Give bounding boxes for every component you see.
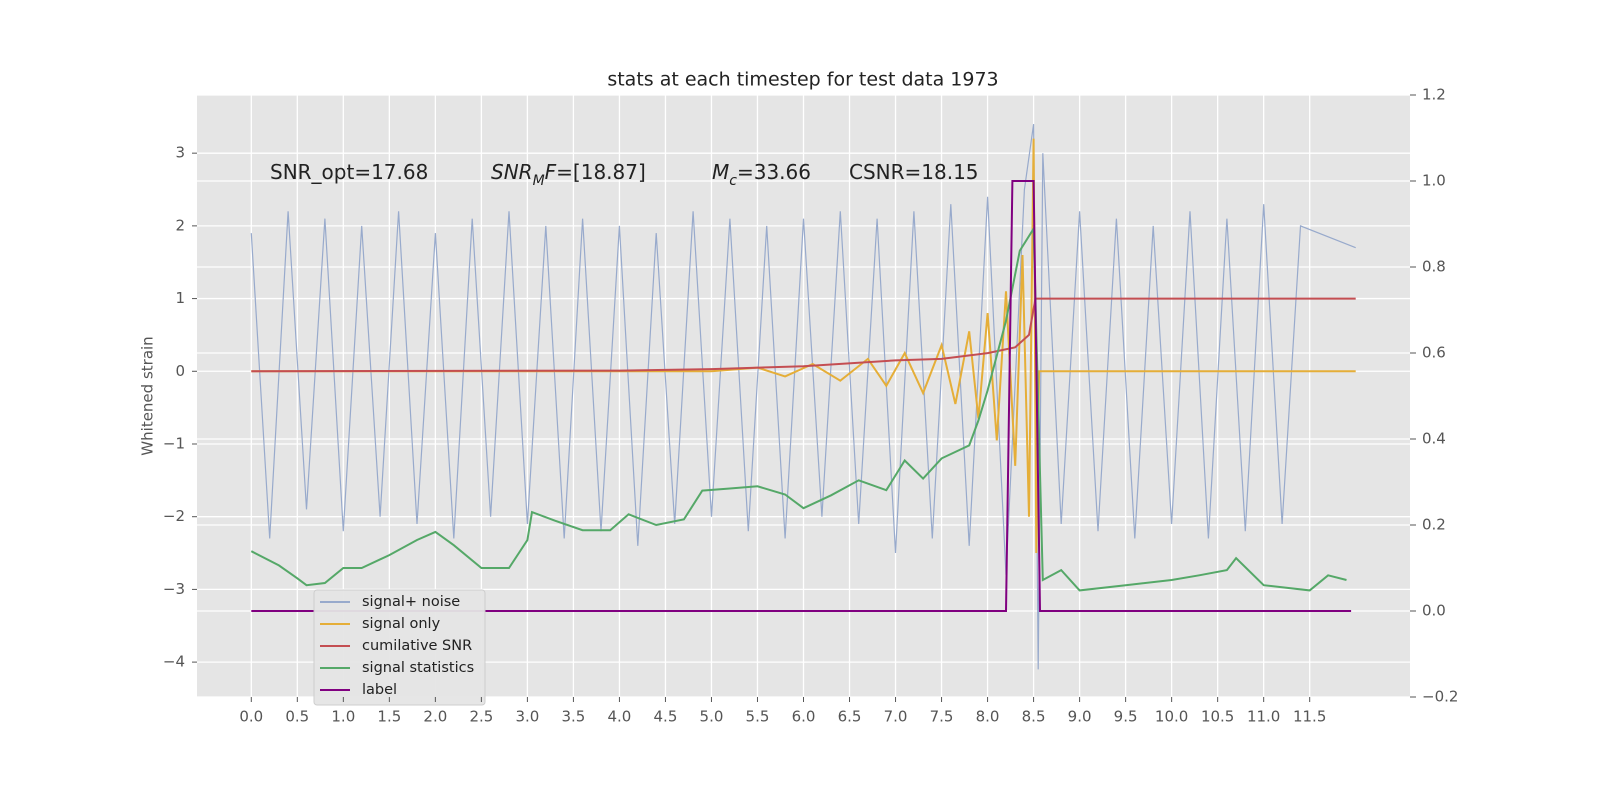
y-tick-label: −2: [163, 507, 185, 525]
y2-tick-label: 1.0: [1422, 172, 1446, 190]
annotation-part: M: [712, 160, 729, 184]
annotation-part: CSNR=18.15: [849, 160, 979, 184]
annotation: SNR_opt=17.68: [270, 160, 428, 184]
y2-tick-label: 1.2: [1422, 86, 1446, 104]
annotation-part: M: [533, 173, 545, 189]
y-tick-label: −4: [163, 653, 185, 671]
annotation: Mc=33.66: [712, 160, 811, 190]
x-tick-label: 3.0: [515, 708, 539, 726]
x-tick-label: 5.0: [700, 708, 724, 726]
x-tick-label: 6.0: [792, 708, 816, 726]
y-tick-label: 2: [175, 216, 185, 234]
x-tick-label: 10.5: [1201, 708, 1234, 726]
annotation: CSNR=18.15: [849, 160, 979, 184]
x-tick-label: 10.0: [1155, 708, 1188, 726]
x-tick-label: 5.5: [746, 708, 770, 726]
annotation-part: =[18.87]: [556, 160, 646, 184]
x-tick-label: 2.5: [469, 708, 493, 726]
x-tick-label: 9.0: [1068, 708, 1092, 726]
y-tick-label: 0: [175, 362, 185, 380]
y2-tick-label: 0.0: [1422, 602, 1446, 620]
y2-tick-label: −0.2: [1422, 688, 1458, 706]
legend-label: signal only: [362, 616, 441, 632]
x-tick-label: 11.0: [1247, 708, 1280, 726]
y2-tick-label: 0.6: [1422, 344, 1446, 362]
legend-label: cumilative SNR: [362, 638, 472, 654]
legend-label: signal+ noise: [362, 594, 460, 610]
annotation: SNRMF=[18.87]: [491, 160, 646, 190]
chart-title: stats at each timestep for test data 197…: [607, 69, 998, 91]
y-tick-label: 1: [175, 289, 185, 307]
x-tick-label: 1.5: [377, 708, 401, 726]
x-tick-label: 7.5: [930, 708, 954, 726]
x-tick-label: 4.5: [654, 708, 678, 726]
x-tick-label: 8.5: [1022, 708, 1046, 726]
legend-box: [313, 589, 486, 706]
series-line: [251, 297, 1356, 373]
annotation-part: F: [545, 160, 557, 184]
annotation-part: SNR_opt=17.68: [270, 160, 428, 184]
x-tick-label: 2.0: [423, 708, 447, 726]
y-tick-label: −3: [163, 580, 185, 598]
x-tick-label: 7.0: [884, 708, 908, 726]
x-tick-label: 4.0: [608, 708, 632, 726]
y-axis-label: Whitened strain: [139, 336, 157, 455]
y2-tick-label: 0.4: [1422, 430, 1446, 448]
y-tick-label: 3: [175, 144, 185, 162]
series-line: [250, 225, 1347, 592]
annotation-part: =33.66: [737, 160, 811, 184]
x-tick-label: 9.5: [1114, 708, 1138, 726]
annotation-part: SNR: [491, 160, 533, 184]
y2-tick-label: 0.8: [1422, 258, 1446, 276]
annotation-part: c: [729, 173, 737, 189]
x-tick-label: 8.0: [976, 708, 1000, 726]
y-tick-label: −1: [163, 434, 185, 452]
series-line: [251, 180, 1352, 612]
legend-label: signal statistics: [362, 660, 474, 676]
x-tick-label: 11.5: [1293, 708, 1326, 726]
legend-label: label: [362, 682, 397, 698]
y2-tick-label: 0.2: [1422, 516, 1446, 534]
x-tick-label: 1.0: [331, 708, 355, 726]
series-line: [250, 124, 1356, 670]
x-tick-label: 3.5: [561, 708, 585, 726]
x-tick-label: 0.0: [239, 708, 263, 726]
x-tick-label: 6.5: [838, 708, 862, 726]
x-tick-label: 0.5: [285, 708, 309, 726]
